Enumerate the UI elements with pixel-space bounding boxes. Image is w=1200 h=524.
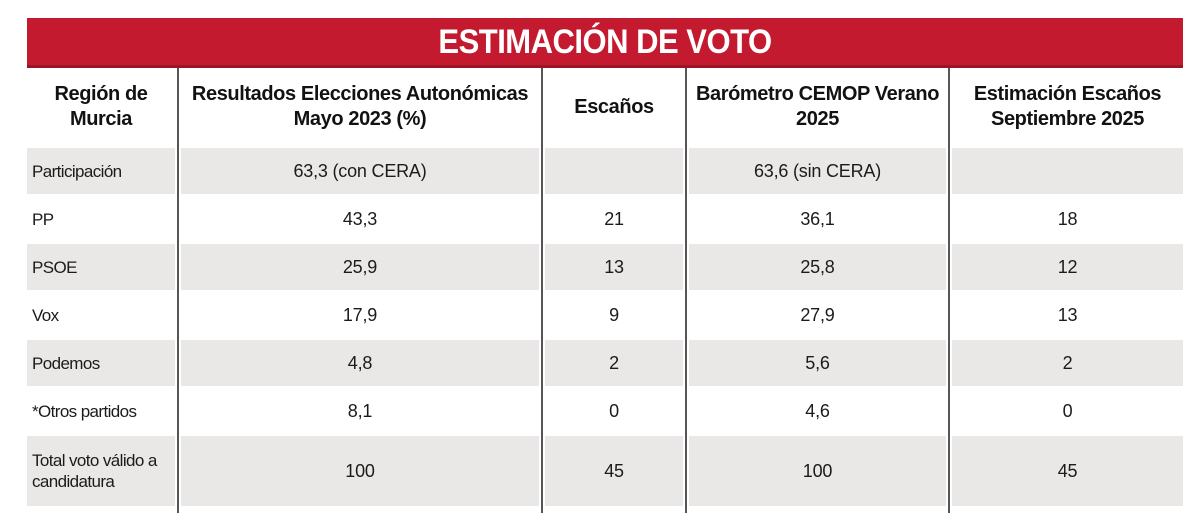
cell-value: 100	[181, 436, 539, 506]
table-row-psoe: PSOE 25,9 13 25,8 12	[27, 244, 1183, 290]
col-header-barometro-cemop: Barómetro CEMOP Verano 2025	[695, 83, 940, 130]
cell-value: 21	[604, 208, 624, 229]
col-header-region: Región de Murcia	[54, 83, 148, 130]
row-label: PP	[32, 209, 54, 229]
cell-value: 43,3	[342, 208, 378, 229]
cell-value: 2	[545, 340, 683, 386]
cell-value: 4,6	[805, 400, 830, 421]
cell-value: 25,8	[689, 244, 946, 290]
col-header-estimacion-escanos: Estimación Escaños Septiembre 2025	[973, 83, 1162, 130]
cell-value: 13	[545, 244, 683, 290]
cell-value: 100	[689, 436, 946, 506]
cell-value: 13	[1057, 304, 1078, 325]
column-divider	[177, 68, 179, 513]
title-banner: ESTIMACIÓN DE VOTO	[27, 18, 1183, 68]
page-title: ESTIMACIÓN DE VOTO	[438, 21, 772, 61]
cell-value: 63,3 (con CERA)	[181, 148, 539, 194]
cell-value: 27,9	[800, 304, 835, 325]
table-row-participacion: Participación 63,3 (con CERA) 63,6 (sin …	[27, 148, 1183, 194]
table-header-row: Región de Murcia Resultados Elecciones A…	[27, 68, 1183, 146]
column-divider	[685, 68, 687, 513]
table-row-otros-partidos: *Otros partidos 8,1 0 4,6 0	[27, 388, 1183, 434]
col-header-resultados-2023: Resultados Elecciones Autonómicas Mayo 2…	[191, 83, 529, 130]
column-divider	[948, 68, 950, 513]
row-label: Vox	[32, 305, 59, 325]
row-label: Podemos	[27, 340, 175, 386]
cell-value: 4,8	[181, 340, 539, 386]
column-divider	[541, 68, 543, 513]
table-row-total-voto-valido: Total voto válido a candidatura 100 45 1…	[27, 436, 1183, 506]
cell-value: 17,9	[342, 304, 378, 325]
table-row-pp: PP 43,3 21 36,1 18	[27, 196, 1183, 242]
row-label: PSOE	[27, 244, 175, 290]
table-row-podemos: Podemos 4,8 2 5,6 2	[27, 340, 1183, 386]
cell-value: 8,1	[347, 400, 373, 421]
cell-value: 12	[952, 244, 1183, 290]
vote-estimation-table: Región de Murcia Resultados Elecciones A…	[27, 68, 1183, 513]
cell-value: 5,6	[689, 340, 946, 386]
cell-value	[545, 148, 683, 194]
row-label: Participación	[27, 148, 175, 194]
col-header-escanos: Escaños	[574, 95, 654, 118]
cell-value: 2	[952, 340, 1183, 386]
cell-value: 25,9	[181, 244, 539, 290]
cell-value: 63,6 (sin CERA)	[689, 148, 946, 194]
cell-value: 0	[609, 400, 619, 421]
row-label: Total voto válido a candidatura	[27, 436, 175, 506]
cell-value: 45	[545, 436, 683, 506]
cell-value: 9	[609, 304, 619, 325]
row-label: *Otros partidos	[32, 401, 137, 421]
cell-value	[952, 148, 1183, 194]
cell-value: 18	[1057, 208, 1078, 229]
table-row-vox: Vox 17,9 9 27,9 13	[27, 292, 1183, 338]
cell-value: 36,1	[800, 208, 835, 229]
cell-value: 0	[1062, 400, 1073, 421]
cell-value: 45	[952, 436, 1183, 506]
